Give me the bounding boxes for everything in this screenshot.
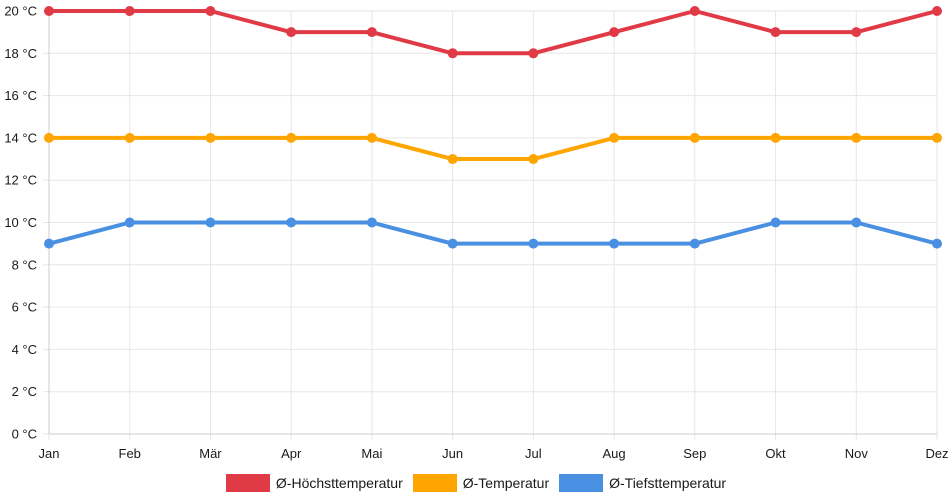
y-tick-label: 2 °C [12,384,37,399]
data-point[interactable] [205,132,216,143]
y-axis: 0 °C 2 °C 4 °C 6 °C 8 °C 10 °C 12 °C 14 °C 16 °C… [4,4,37,442]
y-tick-label: 18 °C [4,46,37,61]
series-line [47,135,939,162]
y-tick-label: 4 °C [12,342,37,357]
y-tick-label: 6 °C [12,300,37,315]
x-tick-label: Mai [361,446,382,461]
data-point[interactable] [689,6,700,16]
temperature-line-chart: 0 °C 2 °C 4 °C 6 °C 8 °C 10 °C 12 °C 14 °C 16 °C… [4,4,949,462]
data-point[interactable] [124,6,135,16]
data-point[interactable] [609,238,620,249]
data-point[interactable] [447,238,458,249]
legend-item[interactable]: Ø-Höchsttemperatur [225,474,403,492]
data-point[interactable] [770,217,781,228]
data-point[interactable] [932,132,942,143]
chart-legend: Ø-Höchsttemperatur Ø-Temperatur Ø-Tiefstte… [0,472,952,494]
data-point[interactable] [44,238,54,249]
series-1 [44,6,942,59]
x-tick-label: Jun [442,446,463,461]
y-tick-label: 14 °C [4,130,37,145]
legend-item[interactable]: Ø-Tiefsttemperatur [559,474,726,492]
data-point[interactable] [770,27,781,38]
data-point[interactable] [528,154,539,165]
data-point[interactable] [609,27,620,38]
data-point[interactable] [286,27,297,38]
y-tick-label: 8 °C [12,257,37,272]
y-tick-label: 12 °C [4,173,37,188]
series-line [47,9,939,56]
y-tick-label: 16 °C [4,88,37,103]
y-tick-label: 0 °C [12,427,37,442]
chart-series [44,6,942,249]
data-point[interactable] [447,154,458,165]
legend-swatch [559,474,604,492]
data-point[interactable] [44,6,54,16]
series-2 [44,132,942,165]
series-line [47,220,939,246]
x-tick-label: Apr [281,446,302,461]
x-tick-label: Okt [765,446,786,461]
legend-label: Ø-Höchsttemperatur [275,475,403,491]
data-point[interactable] [447,48,458,59]
x-tick-label: Mär [199,446,222,461]
x-tick-label: Jan [39,446,60,461]
x-tick-label: Feb [119,446,141,461]
legend-swatch [225,474,270,492]
data-point[interactable] [770,132,781,143]
chart-grid [43,10,938,440]
data-point[interactable] [366,217,377,228]
y-tick-label: 20 °C [4,4,37,19]
data-point[interactable] [366,132,377,143]
data-point[interactable] [286,217,297,228]
x-tick-label: Dez [925,446,948,461]
data-point[interactable] [689,238,700,249]
x-tick-label: Jul [525,446,542,461]
series-3 [44,217,942,249]
data-point[interactable] [528,238,539,249]
data-point[interactable] [124,217,135,228]
data-point[interactable] [932,238,942,249]
data-point[interactable] [286,132,297,143]
data-point[interactable] [205,6,216,16]
y-tick-label: 10 °C [4,215,37,230]
x-tick-label: Aug [603,446,626,461]
x-tick-label: Nov [845,446,869,461]
data-point[interactable] [205,217,216,228]
legend-item[interactable]: Ø-Temperatur [412,474,550,492]
data-point[interactable] [851,217,862,228]
data-point[interactable] [44,132,54,143]
data-point[interactable] [851,27,862,38]
x-axis: Jan Feb Mär Apr Mai Jun Jul Aug Sep Okt Nov Dez [39,446,949,461]
legend-label: Ø-Temperatur [462,475,550,491]
data-point[interactable] [366,27,377,38]
legend-label: Ø-Tiefsttemperatur [609,475,727,491]
data-point[interactable] [609,132,620,143]
data-point[interactable] [851,132,862,143]
data-point[interactable] [689,132,700,143]
data-point[interactable] [932,6,942,16]
data-point[interactable] [124,132,135,143]
data-point[interactable] [528,48,539,59]
x-tick-label: Sep [683,446,706,461]
legend-swatch [412,474,457,492]
